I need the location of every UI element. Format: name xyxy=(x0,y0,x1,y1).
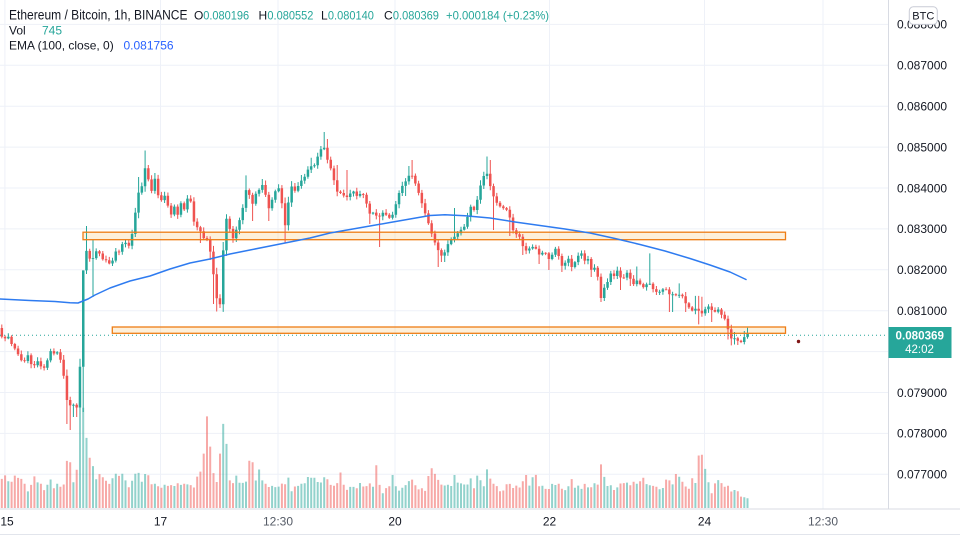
svg-text:0.080140: 0.080140 xyxy=(328,8,374,22)
svg-text:0.080552: 0.080552 xyxy=(267,8,313,22)
svg-text:12:30: 12:30 xyxy=(263,515,293,529)
svg-text:0.081000: 0.081000 xyxy=(897,304,947,318)
svg-text:Ethereum / Bitcoin, 1h, BINANC: Ethereum / Bitcoin, 1h, BINANCE xyxy=(9,7,188,22)
svg-text:0.086000: 0.086000 xyxy=(897,100,947,114)
svg-text:12:30: 12:30 xyxy=(808,515,838,529)
svg-text:0.080369: 0.080369 xyxy=(896,329,945,343)
svg-text:0.085000: 0.085000 xyxy=(897,140,947,154)
svg-text:0.083000: 0.083000 xyxy=(897,222,947,236)
svg-text:Vol: Vol xyxy=(9,24,26,38)
svg-text:EMA (100, close, 0): EMA (100, close, 0) xyxy=(9,39,114,53)
svg-text:+0.000184 (+0.23%): +0.000184 (+0.23%) xyxy=(446,8,549,22)
svg-text:745: 745 xyxy=(42,24,62,38)
svg-text:0.082000: 0.082000 xyxy=(897,263,947,277)
svg-text:15: 15 xyxy=(0,515,14,529)
svg-text:0.081756: 0.081756 xyxy=(124,39,174,53)
svg-text:0.079000: 0.079000 xyxy=(897,386,947,400)
svg-text:22: 22 xyxy=(543,515,557,529)
svg-text:O: O xyxy=(194,8,203,22)
svg-text:0.084000: 0.084000 xyxy=(897,181,947,195)
svg-text:20: 20 xyxy=(388,515,402,529)
svg-text:H: H xyxy=(259,8,268,22)
svg-text:0.080369: 0.080369 xyxy=(393,8,439,22)
svg-text:0.080196: 0.080196 xyxy=(203,8,249,22)
svg-text:0.087000: 0.087000 xyxy=(897,59,947,73)
svg-text:42:02: 42:02 xyxy=(905,344,934,356)
svg-text:17: 17 xyxy=(154,515,168,529)
svg-text:C: C xyxy=(384,8,393,22)
svg-text:BTC: BTC xyxy=(912,11,934,23)
svg-text:0.078000: 0.078000 xyxy=(897,427,947,441)
svg-text:0.077000: 0.077000 xyxy=(897,468,947,482)
svg-text:24: 24 xyxy=(698,515,712,529)
svg-text:L: L xyxy=(321,8,328,22)
